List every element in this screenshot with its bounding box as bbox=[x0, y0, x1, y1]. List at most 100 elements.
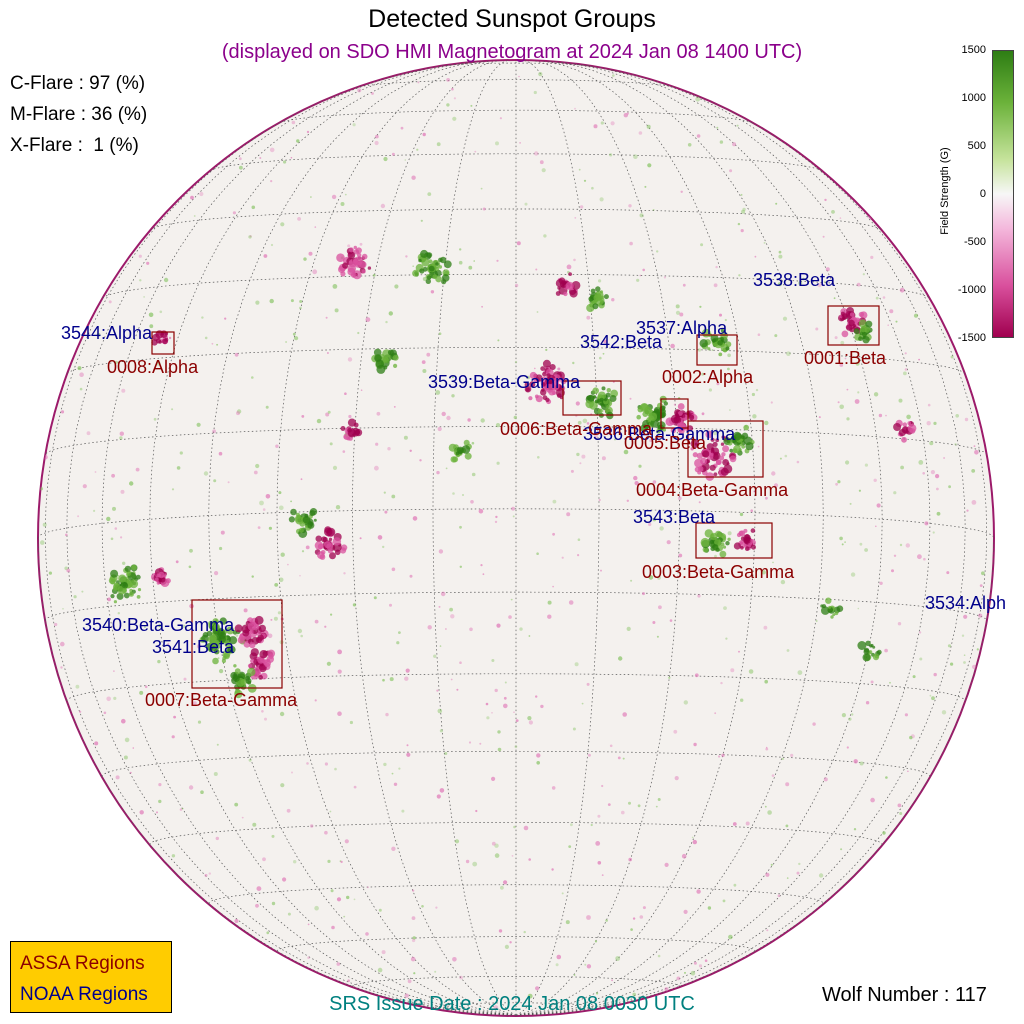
negative-field-speck bbox=[586, 964, 592, 969]
negative-field-speck bbox=[307, 923, 310, 926]
negative-field-patch bbox=[677, 403, 685, 410]
negative-field-patch bbox=[353, 258, 359, 264]
negative-field-speck bbox=[208, 872, 211, 875]
negative-field-speck bbox=[114, 527, 118, 530]
heliographic-grid bbox=[38, 60, 994, 1016]
positive-field-speck bbox=[398, 767, 401, 770]
negative-field-speck bbox=[648, 522, 652, 527]
negative-field-speck bbox=[622, 712, 627, 717]
positive-field-speck bbox=[727, 531, 732, 536]
positive-field-speck bbox=[188, 565, 192, 569]
positive-field-patch bbox=[113, 582, 119, 588]
negative-field-speck bbox=[450, 614, 455, 619]
positive-field-patch bbox=[595, 286, 601, 292]
negative-field-speck bbox=[518, 75, 520, 78]
negative-field-speck bbox=[547, 614, 552, 619]
m-flare-probability: M-Flare : 36 (%) bbox=[10, 104, 148, 125]
negative-field-speck bbox=[267, 633, 273, 639]
negative-field-speck bbox=[856, 282, 861, 287]
positive-field-speck bbox=[644, 185, 647, 188]
positive-field-speck bbox=[738, 274, 741, 277]
positive-field-speck bbox=[714, 554, 717, 558]
negative-field-speck bbox=[978, 613, 983, 618]
colorbar-tick: -1500 bbox=[957, 332, 986, 344]
positive-field-speck bbox=[459, 525, 462, 529]
positive-field-patch bbox=[702, 546, 709, 553]
negative-field-speck bbox=[515, 719, 519, 722]
positive-field-patch bbox=[740, 435, 745, 440]
negative-field-speck bbox=[348, 414, 352, 419]
negative-field-patch bbox=[332, 537, 342, 546]
negative-field-speck bbox=[714, 712, 717, 715]
positive-field-patch bbox=[313, 518, 317, 522]
positive-field-patch bbox=[137, 588, 142, 592]
positive-field-patch bbox=[393, 363, 398, 368]
positive-field-speck bbox=[513, 415, 517, 420]
negative-field-speck bbox=[621, 810, 625, 815]
negative-field-speck bbox=[972, 664, 977, 670]
longitude-line bbox=[432, 60, 517, 1016]
negative-field-speck bbox=[305, 545, 310, 550]
negative-field-patch bbox=[709, 464, 716, 471]
positive-field-speck bbox=[352, 123, 356, 127]
negative-field-speck bbox=[446, 78, 450, 82]
negative-field-speck bbox=[480, 564, 483, 567]
negative-field-speck bbox=[634, 481, 639, 486]
negative-field-patch bbox=[720, 442, 725, 446]
negative-field-speck bbox=[264, 717, 267, 721]
negative-field-speck bbox=[698, 568, 702, 572]
negative-field-speck bbox=[60, 641, 65, 647]
positive-field-patch bbox=[420, 249, 429, 258]
negative-field-speck bbox=[393, 406, 396, 408]
negative-field-patch bbox=[524, 385, 532, 393]
positive-field-speck bbox=[81, 590, 84, 593]
positive-field-patch bbox=[872, 645, 876, 649]
positive-field-speck bbox=[527, 993, 533, 999]
negative-field-speck bbox=[344, 839, 349, 844]
positive-field-speck bbox=[270, 243, 274, 247]
negative-field-speck bbox=[697, 594, 701, 598]
negative-field-speck bbox=[450, 678, 453, 681]
negative-field-speck bbox=[168, 336, 172, 340]
positive-field-patch bbox=[594, 292, 602, 300]
positive-field-speck bbox=[955, 414, 959, 418]
negative-field-speck bbox=[173, 715, 177, 719]
positive-field-speck bbox=[383, 491, 386, 494]
positive-field-speck bbox=[287, 912, 291, 916]
positive-field-speck bbox=[512, 515, 515, 518]
negative-field-speck bbox=[188, 785, 194, 790]
negative-field-patch bbox=[353, 422, 359, 428]
negative-field-speck bbox=[257, 526, 261, 529]
negative-field-speck bbox=[427, 625, 432, 630]
negative-field-speck bbox=[824, 198, 827, 202]
negative-field-speck bbox=[121, 388, 126, 393]
positive-field-speck bbox=[736, 124, 739, 127]
negative-field-speck bbox=[593, 124, 598, 129]
positive-field-speck bbox=[157, 659, 161, 664]
negative-field-speck bbox=[337, 711, 342, 716]
negative-field-speck bbox=[757, 333, 761, 337]
negative-field-speck bbox=[144, 685, 148, 689]
negative-field-speck bbox=[82, 484, 87, 489]
negative-field-patch bbox=[846, 324, 853, 331]
positive-field-speck bbox=[280, 222, 285, 227]
negative-field-speck bbox=[897, 622, 902, 626]
positive-field-speck bbox=[213, 479, 217, 483]
negative-field-patch bbox=[322, 537, 328, 542]
negative-field-speck bbox=[365, 317, 371, 322]
positive-field-speck bbox=[772, 561, 774, 564]
positive-field-speck bbox=[201, 316, 204, 319]
negative-field-speck bbox=[598, 498, 601, 502]
positive-field-speck bbox=[950, 355, 954, 359]
positive-field-speck bbox=[600, 121, 604, 125]
negative-field-patch bbox=[898, 429, 906, 437]
positive-field-speck bbox=[841, 543, 844, 546]
assa-region-box bbox=[696, 334, 738, 366]
positive-field-speck bbox=[900, 465, 904, 470]
negative-field-speck bbox=[535, 268, 538, 271]
positive-field-patch bbox=[302, 516, 311, 524]
negative-field-patch bbox=[705, 430, 713, 439]
positive-field-patch bbox=[592, 387, 599, 395]
positive-field-speck bbox=[739, 512, 744, 517]
legend-assa-regions: ASSA Regions bbox=[20, 953, 145, 974]
